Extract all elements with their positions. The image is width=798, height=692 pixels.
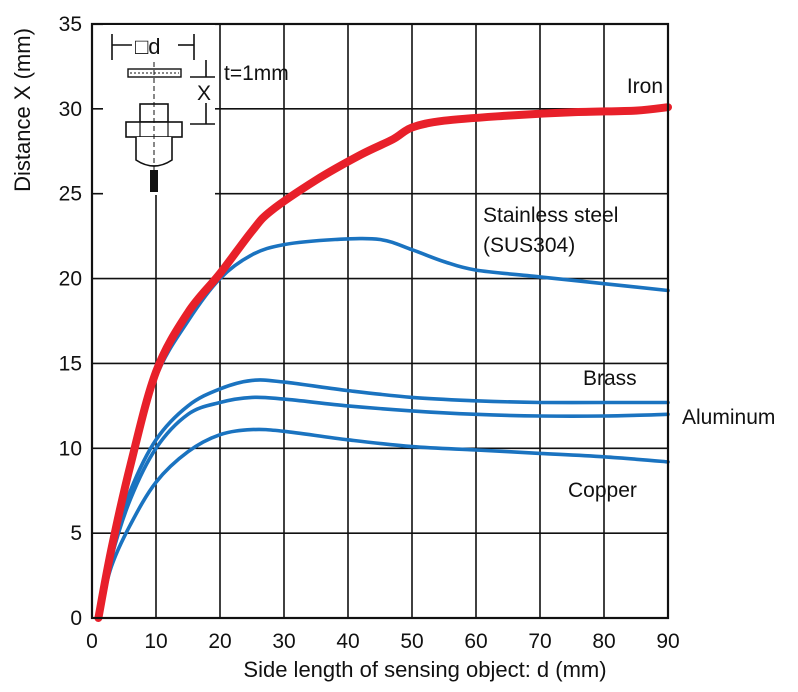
series-label-copper: Copper <box>568 479 637 502</box>
series-line-stainless-steel-sus304 <box>96 236 670 620</box>
y-tick-label: 15 <box>59 352 82 375</box>
x-axis-title: Side length of sensing object: d (mm) <box>243 657 606 682</box>
series-line-copper <box>96 427 670 620</box>
x-tick-label: 60 <box>464 630 487 653</box>
x-tick-label: 30 <box>272 630 295 653</box>
y-tick-label: 20 <box>59 268 82 291</box>
sensor-diagram-inset: □d X t=1mm <box>103 25 289 195</box>
series-label-iron: Iron <box>627 75 663 98</box>
series-label-stainless-line2: (SUS304) <box>483 234 575 257</box>
y-tick-label: 10 <box>59 437 82 460</box>
inset-x-label: X <box>197 82 211 105</box>
series-label-stainless-line1: Stainless steel <box>483 204 618 227</box>
x-tick-label: 50 <box>400 630 423 653</box>
inset-d-label: □d <box>135 34 161 59</box>
y-axis-title: Distance X (mm) <box>10 28 35 192</box>
plot-frame <box>90 22 670 620</box>
series-lines <box>94 103 672 622</box>
y-tick-label: 0 <box>70 607 82 630</box>
inset-thickness-label: t=1mm <box>224 62 289 85</box>
tick-labels: 0 10 20 30 40 50 60 70 80 90 0 5 10 15 20 25 30 35 <box>59 13 680 653</box>
series-line-aluminum <box>96 395 670 620</box>
sensor-cable <box>150 170 158 192</box>
x-tick-label: 70 <box>528 630 551 653</box>
series-line-iron <box>94 103 672 622</box>
y-tick-label: 35 <box>59 13 82 36</box>
series-line-brass <box>96 378 670 620</box>
x-tick-label: 80 <box>592 630 615 653</box>
x-tick-label: 40 <box>336 630 359 653</box>
x-tick-label: 20 <box>208 630 231 653</box>
x-tick-label: 90 <box>656 630 679 653</box>
series-label-brass: Brass <box>583 367 637 390</box>
y-tick-label: 25 <box>59 183 82 206</box>
y-tick-label: 5 <box>70 522 82 545</box>
y-tick-label: 30 <box>59 98 82 121</box>
x-tick-label: 0 <box>86 630 98 653</box>
series-label-aluminum: Aluminum <box>682 406 775 429</box>
x-tick-label: 10 <box>144 630 167 653</box>
